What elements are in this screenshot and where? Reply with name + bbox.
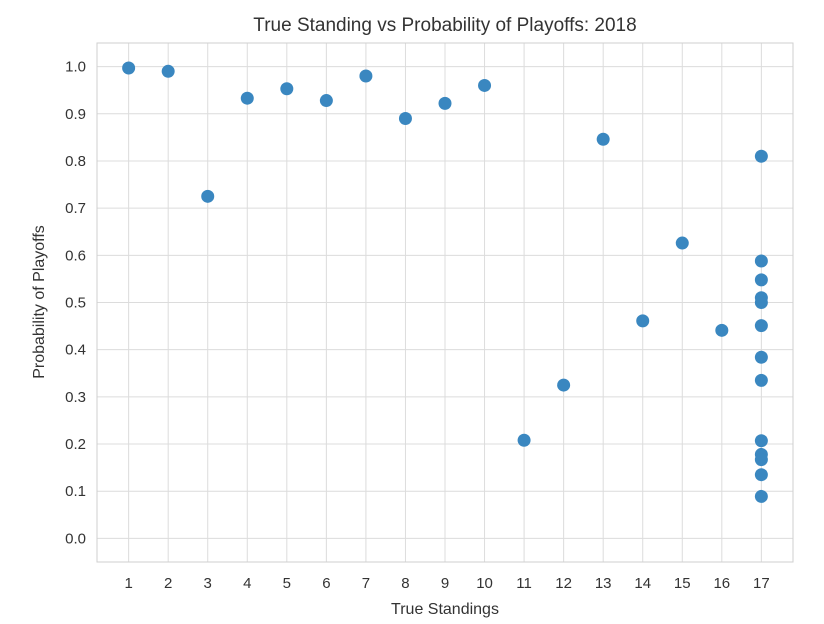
y-tick-label: 0.4 (65, 342, 86, 359)
y-tick-labels: 0.0 0.1 0.2 0.3 0.4 0.5 0.6 0.7 0.8 0.9 1.0 (65, 59, 86, 548)
y-tick-label: 0.5 (65, 295, 86, 312)
x-tick-label: 17 (753, 575, 770, 592)
y-tick-label: 0.0 (65, 530, 86, 547)
data-point (557, 378, 571, 392)
x-tick-label: 11 (516, 575, 532, 592)
x-tick-label: 12 (555, 575, 572, 592)
data-point (240, 91, 254, 105)
y-tick-label: 0.8 (65, 153, 86, 170)
data-point (754, 273, 768, 287)
data-point (754, 319, 768, 333)
y-axis-label: Probability of Playoffs (31, 225, 48, 379)
grid (97, 43, 793, 562)
x-tick-labels: 1 2 3 4 5 6 7 8 9 10 11 12 13 14 15 16 17 (124, 575, 769, 592)
x-tick-label: 9 (441, 575, 449, 592)
x-tick-label: 2 (164, 575, 172, 592)
data-point (754, 489, 768, 503)
data-point (319, 94, 333, 108)
x-tick-label: 1 (124, 575, 132, 592)
data-point (754, 373, 768, 387)
plot-frame (96, 42, 794, 563)
data-point (359, 69, 373, 83)
data-point (161, 64, 175, 78)
y-tick-label: 0.2 (65, 436, 86, 453)
data-point (675, 236, 689, 250)
data-point (754, 254, 768, 268)
y-tick-label: 0.1 (65, 483, 86, 500)
data-point (754, 149, 768, 163)
x-tick-label: 5 (283, 575, 291, 592)
x-tick-label: 16 (713, 575, 730, 592)
data-point (478, 78, 492, 92)
x-tick-label: 10 (476, 575, 493, 592)
data-point (754, 350, 768, 364)
data-point (754, 468, 768, 482)
data-point (438, 96, 452, 110)
data-point (201, 189, 215, 203)
data-point (636, 314, 650, 328)
data-point (280, 82, 294, 96)
x-tick-label: 14 (634, 575, 651, 592)
x-tick-label: 15 (674, 575, 691, 592)
data-point (715, 323, 729, 337)
data-point (754, 434, 768, 448)
y-tick-label: 1.0 (65, 59, 86, 76)
data-points (122, 61, 768, 503)
x-tick-label: 7 (362, 575, 370, 592)
x-axis-label: True Standings (391, 601, 499, 618)
x-tick-label: 8 (401, 575, 409, 592)
data-point (596, 132, 610, 146)
y-tick-label: 0.9 (65, 106, 86, 123)
chart-title: True Standing vs Probability of Playoffs… (253, 15, 636, 36)
y-tick-label: 0.3 (65, 389, 86, 406)
data-point (517, 433, 531, 447)
data-point (122, 61, 136, 75)
data-point (754, 453, 768, 467)
x-tick-label: 6 (322, 575, 330, 592)
x-tick-label: 3 (204, 575, 212, 592)
data-point (754, 296, 768, 309)
y-tick-label: 0.6 (65, 247, 86, 264)
y-tick-label: 0.7 (65, 200, 86, 217)
x-tick-label: 4 (243, 575, 251, 592)
x-tick-label: 13 (595, 575, 612, 592)
data-point (398, 111, 412, 125)
